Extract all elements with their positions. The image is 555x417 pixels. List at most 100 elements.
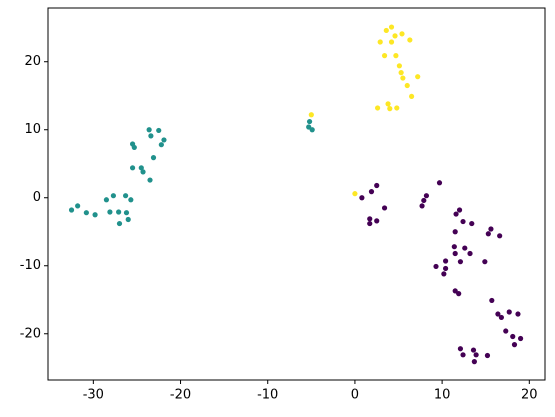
- point: [383, 27, 389, 34]
- point: [452, 250, 458, 257]
- point: [374, 218, 380, 224]
- point: [388, 24, 395, 30]
- point: [511, 342, 518, 348]
- point: [506, 309, 512, 315]
- point: [484, 352, 491, 359]
- point: [368, 189, 375, 195]
- point: [495, 311, 501, 317]
- point: [352, 191, 358, 197]
- point: [489, 297, 495, 304]
- point: [400, 75, 406, 81]
- point: [309, 127, 315, 133]
- point: [407, 37, 413, 43]
- plot-frame: [47, 7, 546, 381]
- point: [107, 209, 113, 215]
- point: [128, 197, 134, 203]
- point: [453, 211, 459, 217]
- point: [419, 203, 425, 209]
- point: [123, 193, 129, 199]
- point: [503, 328, 509, 334]
- point: [116, 220, 123, 227]
- point: [460, 352, 466, 358]
- point: [498, 314, 505, 321]
- x-tick-label: 0: [351, 388, 359, 403]
- point: [436, 180, 443, 186]
- point: [308, 112, 314, 118]
- point: [488, 226, 494, 232]
- point: [485, 231, 491, 237]
- point: [441, 271, 447, 277]
- point: [451, 244, 457, 250]
- x-tick-label: 10: [434, 388, 451, 403]
- point: [471, 359, 477, 365]
- point: [374, 182, 380, 189]
- point: [497, 233, 503, 239]
- point: [83, 210, 89, 216]
- point: [150, 155, 157, 161]
- x-tick-label: -30: [83, 388, 104, 403]
- point: [103, 197, 110, 203]
- point: [306, 118, 313, 125]
- point: [148, 133, 154, 139]
- y-tick-label: -20: [20, 326, 41, 341]
- point: [456, 207, 463, 213]
- point: [421, 197, 427, 204]
- point: [367, 216, 373, 222]
- point: [147, 177, 153, 183]
- y-tick-label: -10: [20, 258, 41, 273]
- point: [423, 193, 430, 199]
- point: [470, 347, 477, 353]
- point: [129, 165, 136, 171]
- point: [374, 105, 381, 111]
- point: [125, 216, 131, 223]
- point: [398, 70, 404, 76]
- point: [469, 220, 475, 227]
- point: [392, 33, 398, 39]
- y-tick-label: 10: [24, 122, 41, 137]
- point: [377, 39, 383, 45]
- x-tick-label: 20: [521, 388, 538, 403]
- point: [467, 250, 473, 257]
- point: [146, 127, 152, 133]
- point: [393, 53, 399, 59]
- point: [394, 105, 400, 111]
- point: [462, 245, 468, 251]
- point: [110, 193, 116, 199]
- point: [116, 209, 122, 215]
- point: [517, 335, 524, 342]
- x-tick-label: -10: [257, 388, 278, 403]
- point: [381, 53, 388, 59]
- point: [404, 82, 410, 89]
- y-tick-label: 0: [33, 190, 41, 205]
- point: [457, 259, 464, 265]
- point: [473, 352, 479, 358]
- point: [92, 212, 98, 218]
- point: [510, 333, 516, 340]
- point: [138, 165, 144, 171]
- point: [452, 288, 458, 294]
- point: [515, 311, 521, 317]
- point: [359, 195, 365, 201]
- point: [452, 229, 458, 235]
- point: [306, 124, 312, 130]
- point: [123, 210, 130, 216]
- x-tick-label: -20: [170, 388, 191, 403]
- point: [381, 205, 388, 211]
- point: [367, 220, 373, 227]
- point: [443, 265, 449, 272]
- point: [460, 218, 466, 225]
- point: [443, 258, 449, 264]
- point: [433, 263, 439, 270]
- point: [387, 106, 393, 112]
- point: [456, 291, 462, 297]
- point: [408, 93, 415, 100]
- point: [140, 169, 146, 175]
- point: [161, 137, 167, 143]
- point: [399, 31, 405, 37]
- point: [75, 203, 81, 209]
- point: [385, 101, 391, 107]
- point: [388, 39, 395, 45]
- point: [396, 63, 402, 69]
- point: [415, 74, 421, 80]
